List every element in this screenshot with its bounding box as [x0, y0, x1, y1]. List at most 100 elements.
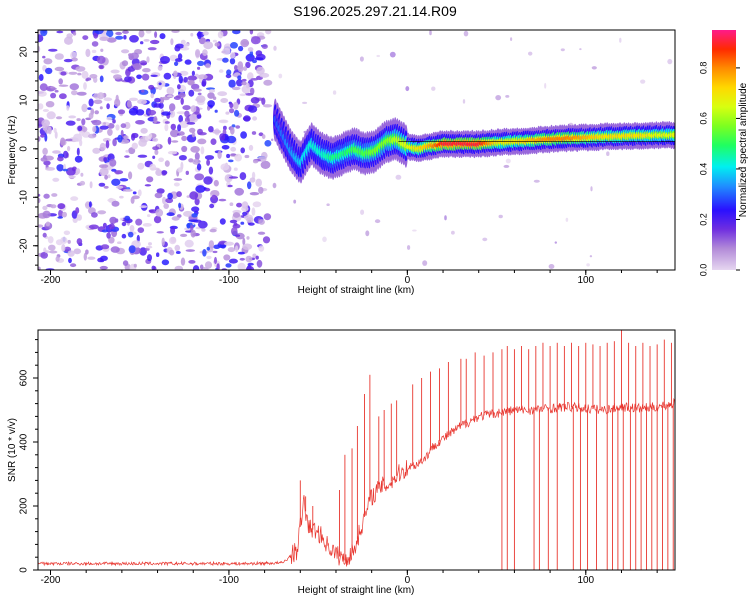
noise-blob	[431, 86, 436, 91]
noise-blob	[251, 131, 257, 135]
noise-blob	[240, 147, 245, 154]
noise-blob	[237, 75, 242, 80]
noise-blob	[586, 263, 590, 267]
noise-blob	[169, 103, 176, 112]
noise-blob	[188, 260, 196, 264]
noise-blob	[200, 146, 205, 155]
noise-blob	[38, 45, 41, 53]
noise-blob	[106, 116, 113, 121]
noise-blob	[158, 157, 165, 163]
noise-blob	[45, 167, 55, 171]
noise-blob	[160, 56, 170, 64]
noise-blob	[606, 151, 610, 156]
noise-blob	[185, 249, 195, 252]
noise-blob	[49, 250, 58, 254]
noise-blob	[148, 109, 157, 116]
noise-blob	[218, 198, 227, 202]
noise-blob	[374, 219, 381, 224]
noise-blob	[210, 138, 217, 145]
noise-blob	[197, 128, 203, 135]
noise-blob	[227, 184, 233, 188]
noise-blob	[293, 199, 297, 204]
noise-blob	[60, 137, 66, 146]
noise-blob	[126, 100, 132, 108]
noise-blob	[222, 57, 229, 63]
noise-blob	[184, 59, 192, 65]
noise-blob	[101, 229, 109, 233]
noise-blob	[219, 133, 226, 141]
noise-blob	[203, 176, 213, 185]
noise-blob	[528, 51, 533, 56]
noise-blob	[52, 177, 60, 182]
noise-blob	[211, 129, 221, 134]
noise-blob	[251, 171, 256, 180]
noise-blob	[99, 36, 109, 41]
noise-blob	[48, 48, 58, 52]
noise-blob	[444, 215, 447, 221]
noise-blob	[196, 163, 202, 171]
spectrogram-noise-region	[38, 30, 673, 270]
noise-blob	[197, 60, 205, 66]
noise-blob	[201, 228, 206, 232]
noise-blob	[59, 93, 67, 100]
noise-blob	[140, 41, 144, 45]
y-tick-label: 10	[19, 94, 30, 106]
noise-blob	[262, 236, 271, 244]
noise-blob	[115, 124, 120, 131]
noise-blob	[191, 206, 200, 212]
noise-blob	[170, 129, 179, 138]
noise-blob	[230, 146, 237, 152]
noise-blob	[177, 53, 183, 60]
noise-blob	[42, 210, 51, 219]
noise-blob	[40, 30, 48, 37]
noise-blob	[171, 30, 180, 33]
noise-blob	[58, 84, 69, 87]
noise-blob	[38, 197, 41, 204]
noise-blob	[223, 254, 231, 261]
noise-blob	[544, 82, 547, 89]
noise-blob	[196, 114, 202, 119]
noise-blob	[249, 192, 260, 196]
noise-blob	[211, 194, 217, 200]
noise-blob	[117, 109, 126, 115]
noise-blob	[250, 78, 259, 81]
noise-blob	[153, 215, 162, 224]
noise-blob	[45, 67, 53, 75]
noise-blob	[42, 147, 48, 155]
spectrogram-y-axis: -20 -10 0 10 20	[19, 31, 38, 266]
noise-blob	[230, 42, 238, 49]
noise-blob	[124, 76, 132, 83]
noise-blob	[56, 164, 64, 172]
noise-blob	[123, 135, 129, 140]
noise-blob	[185, 170, 189, 175]
noise-blob	[234, 187, 244, 196]
snr-series	[38, 330, 675, 570]
noise-blob	[180, 97, 184, 105]
noise-blob	[156, 231, 164, 234]
noise-blob	[188, 158, 194, 163]
noise-blob	[248, 144, 254, 151]
noise-blob	[231, 227, 238, 236]
noise-blob	[81, 118, 86, 126]
noise-blob	[54, 89, 59, 93]
snr-panel: -200 -100 0 100 0 200 400 600 Height of straig…	[7, 329, 676, 596]
noise-blob	[217, 150, 222, 159]
noise-blob	[119, 195, 124, 199]
colorbar-gradient	[712, 30, 736, 270]
noise-blob	[190, 146, 200, 153]
noise-blob	[591, 66, 597, 70]
noise-blob	[140, 127, 148, 134]
noise-blob	[170, 38, 174, 46]
noise-blob	[463, 30, 469, 37]
noise-blob	[229, 202, 234, 206]
noise-blob	[68, 115, 77, 119]
noise-blob	[81, 70, 89, 79]
noise-blob	[56, 30, 64, 34]
colorbar-ticks: 0.0 0.2 0.4 0.6 0.8	[698, 62, 740, 276]
noise-blob	[65, 138, 73, 142]
noise-blob	[261, 97, 266, 105]
noise-blob	[93, 99, 103, 105]
noise-blob	[234, 153, 242, 162]
noise-blob	[130, 196, 135, 204]
